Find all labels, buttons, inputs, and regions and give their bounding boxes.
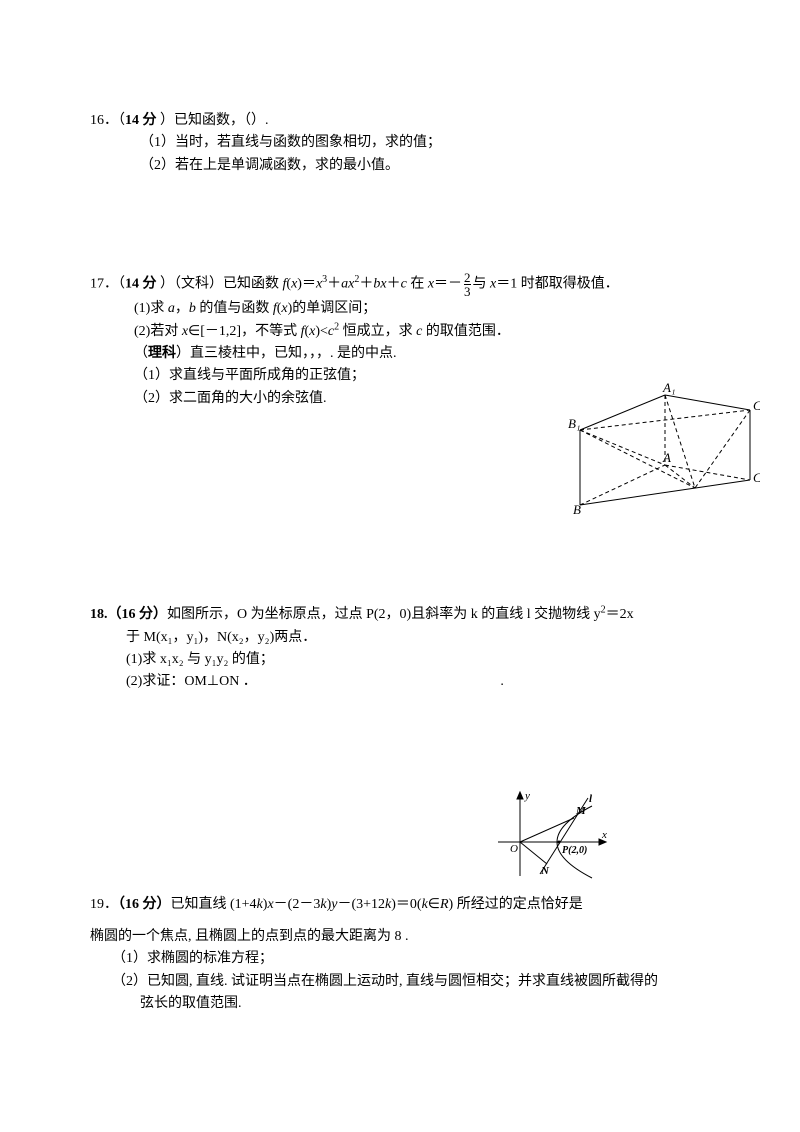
p18-header: 18.（16 分）如图所示，O 为坐标原点，过点 P(2，0)且斜率为 k 的直… <box>90 604 710 626</box>
parabola-figure-wrap: y x O M l N P(2,0) <box>90 788 710 888</box>
p18-sub2-text: (2)求证：OM⊥ON ． <box>126 674 257 689</box>
label-B: B <box>573 502 581 515</box>
label-A: A <box>662 450 671 465</box>
problem-19: 19．（16 分）已知直线 (1+4k)x－(2－3k)y－(3+12k)＝0(… <box>90 894 710 1016</box>
p19-sub2a: （2）已知圆, 直线. 试证明当点在椭圆上运动时, 直线与圆恒相交；并求直线被圆… <box>90 971 710 993</box>
p18-sub1: (1)求 x₁x₂ 与 y₁y₂ 的值； <box>90 649 710 671</box>
exam-page: 16．（14 分 ）已知函数，（）. （1）当时，若直线与函数的图象相切，求的值… <box>0 0 800 1132</box>
p17-sci-header: （理科）直三棱柱中，已知，，，. 是的中点. <box>90 343 710 365</box>
point-N: N <box>540 865 550 877</box>
axis-y-label: y <box>524 790 530 802</box>
line-l: l <box>589 793 593 805</box>
origin-label: O <box>510 843 518 855</box>
p19-header: 19．（16 分）已知直线 (1+4k)x－(2－3k)y－(3+12k)＝0(… <box>90 894 710 916</box>
frac-den: 3 <box>464 284 471 298</box>
p17-header: 17．（14 分 ）（文科）已知函数 f(x)＝x3＋ax2＋bx＋c 在 x＝… <box>90 271 710 298</box>
p17-sub1: (1)求 a，b 的值与函数 f(x)的单调区间； <box>90 298 710 320</box>
p18-cont: 于 M(x₁，y₁)，N(x₂，y₂)两点． <box>90 627 710 649</box>
p19-line1: 椭圆的一个焦点, 且椭圆上的点到点的最大距离为 8 . <box>90 926 710 948</box>
p16-sub1: （1）当时，若直线与函数的图象相切，求的值； <box>90 132 710 154</box>
spacer <box>90 191 710 271</box>
p19-sub2b: 弦长的取值范围. <box>90 993 710 1015</box>
problem-16: 16．（14 分 ）已知函数，（）. （1）当时，若直线与函数的图象相切，求的值… <box>90 110 710 177</box>
p16-header: 16．（14 分 ）已知函数，（）. <box>90 110 710 132</box>
spacer <box>90 514 710 604</box>
p17-sub2: (2)若对 x∈[－1,2]，不等式 f(x)<c2 恒成立，求 c 的取值范围… <box>90 321 710 343</box>
point-P: P(2,0) <box>562 845 587 856</box>
parabola-figure: y x O M l N P(2,0) <box>492 788 612 883</box>
prism-figure: A₁ B₁ C₁ A B C <box>565 380 760 515</box>
p19-sub1: （1）求椭圆的标准方程； <box>90 948 710 970</box>
label-A1: A₁ <box>662 380 675 395</box>
label-C: C <box>753 470 760 485</box>
spacer <box>90 708 710 788</box>
point-M: M <box>575 805 587 817</box>
label-C1: C₁ <box>753 398 760 413</box>
frac-num: 2 <box>464 271 471 284</box>
p18-sub2: (2)求证：OM⊥ON ． . <box>90 671 710 693</box>
label-B1: B₁ <box>568 416 580 431</box>
axis-x-label: x <box>601 829 607 841</box>
problem-18: 18.（16 分）如图所示，O 为坐标原点，过点 P(2，0)且斜率为 k 的直… <box>90 604 710 694</box>
p16-sub2: （2）若在上是单调减函数，求的最小值。 <box>90 155 710 177</box>
